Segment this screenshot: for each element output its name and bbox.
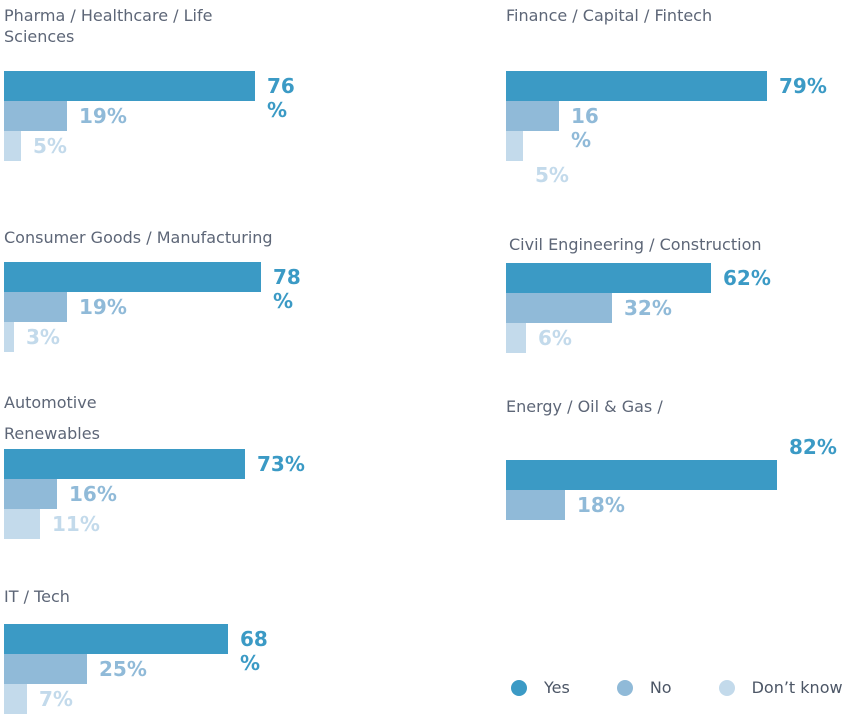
- chart-title: Finance / Capital / Fintech: [506, 6, 713, 25]
- bar-row: 76 %: [4, 71, 295, 122]
- bar-yes: [4, 71, 255, 101]
- value-label: 5%: [33, 134, 67, 158]
- legend-label-dont-know: Don’t know: [751, 678, 843, 697]
- value-label: 7%: [39, 687, 73, 711]
- bar-yes: [4, 449, 245, 479]
- legend-dot-yes-icon: [511, 680, 527, 696]
- chart-finance-capital-fintech: Finance / Capital / Fintech 79% 16 % 5%: [506, 0, 868, 723]
- legend-label-yes: Yes: [544, 678, 570, 697]
- bar-dont-know: [4, 684, 27, 714]
- chart-title: Civil Engineering / Construction: [509, 235, 762, 254]
- bar-row: 19%: [4, 101, 295, 131]
- legend: Yes No Don’t know: [511, 678, 843, 698]
- bar-row: 68 %: [4, 624, 268, 675]
- value-label: 76 %: [267, 74, 295, 122]
- bar-dont-know: [506, 131, 523, 161]
- bar-yes: [506, 460, 777, 490]
- legend-label-no: No: [649, 678, 672, 697]
- chart-title: Pharma / Healthcare / Life Sciences: [4, 6, 213, 46]
- bar-dont-know: [4, 509, 40, 539]
- bar-row: 6%: [506, 323, 771, 353]
- chart-automotive-renewables: Automotive Renewables 73% 16% 11%: [4, 0, 434, 723]
- bar-dont-know: [4, 131, 21, 161]
- chart-consumer-goods-manufacturing: Consumer Goods / Manufacturing 78 % 19% 3%: [4, 0, 434, 723]
- bar-row: 16%: [4, 479, 305, 509]
- value-label: 62%: [723, 266, 771, 290]
- value-label: 19%: [79, 104, 127, 128]
- chart-title: Consumer Goods / Manufacturing: [4, 228, 273, 247]
- chart-civil-engineering-construction: Civil Engineering / Construction 62% 32% 6…: [506, 0, 868, 723]
- legend-item-yes: Yes: [511, 678, 570, 698]
- bar-row: 25%: [4, 654, 268, 684]
- bar-yes: [4, 624, 228, 654]
- value-label: 11%: [52, 512, 100, 536]
- legend-dot-dont-know-icon: [718, 680, 735, 696]
- bar-no: [4, 292, 67, 322]
- chart-it-tech: IT / Tech 68 % 25% 7%: [4, 0, 434, 723]
- chart-energy-oil-gas: Energy / Oil & Gas / 82% 18%: [506, 0, 868, 723]
- value-label: 78 %: [273, 265, 301, 313]
- legend-item-dont-know: Don’t know: [718, 678, 843, 698]
- bar-yes: [506, 263, 711, 293]
- bar-dont-know: [4, 322, 14, 352]
- bar-group: 68 % 25% 7%: [4, 624, 268, 714]
- bar-row: 62%: [506, 263, 771, 293]
- bar-row: 82%: [506, 435, 837, 490]
- chart-pharma-healthcare-life-sciences: Pharma / Healthcare / Life Sciences 76 %…: [4, 0, 434, 723]
- bar-no: [506, 490, 565, 520]
- value-label: 82%: [789, 435, 837, 459]
- bar-row: 16 %: [506, 101, 827, 152]
- value-label: 16 %: [571, 104, 599, 152]
- value-label: 19%: [79, 295, 127, 319]
- bar-row: 32%: [506, 293, 771, 323]
- bar-no: [4, 654, 87, 684]
- bar-no: [506, 101, 559, 131]
- bar-row: 78 %: [4, 262, 301, 313]
- value-label: 25%: [99, 657, 147, 681]
- bar-group: 62% 32% 6%: [506, 263, 771, 353]
- bar-group: 76 % 19% 5%: [4, 71, 295, 161]
- bar-yes: [506, 71, 767, 101]
- bar-group: 79% 16 % 5%: [506, 71, 827, 187]
- value-label: 73%: [257, 452, 305, 476]
- value-label: 68 %: [240, 627, 268, 675]
- legend-item-no: No: [616, 678, 672, 698]
- bar-no: [4, 101, 67, 131]
- bar-row: 18%: [506, 490, 837, 520]
- bar-group: 73% 16% 11%: [4, 449, 305, 539]
- value-label: 6%: [538, 326, 572, 350]
- legend-dot-no-icon: [616, 680, 633, 696]
- value-label: 16%: [69, 482, 117, 506]
- value-label: 79%: [779, 74, 827, 98]
- chart-title: IT / Tech: [4, 587, 70, 606]
- bar-yes: [4, 262, 261, 292]
- value-label: 32%: [624, 296, 672, 320]
- value-label: 18%: [577, 493, 625, 517]
- value-label: 3%: [26, 325, 60, 349]
- chart-title: Energy / Oil & Gas /: [506, 397, 663, 416]
- bar-dont-know: [506, 323, 526, 353]
- bar-row: 7%: [4, 684, 268, 714]
- bar-no: [506, 293, 612, 323]
- bar-group: 78 % 19% 3%: [4, 262, 301, 352]
- bar-row: 3%: [4, 322, 301, 352]
- value-label: 5%: [535, 163, 569, 187]
- bar-row: 11%: [4, 509, 305, 539]
- bar-row: 5%: [506, 131, 827, 187]
- bar-row: 19%: [4, 292, 301, 322]
- bar-no: [4, 479, 57, 509]
- chart-title: Automotive Renewables: [4, 393, 100, 443]
- bar-row: 79%: [506, 71, 827, 101]
- bar-row: 73%: [4, 449, 305, 479]
- bar-group: 82% 18%: [506, 435, 837, 520]
- bar-row: 5%: [4, 131, 295, 161]
